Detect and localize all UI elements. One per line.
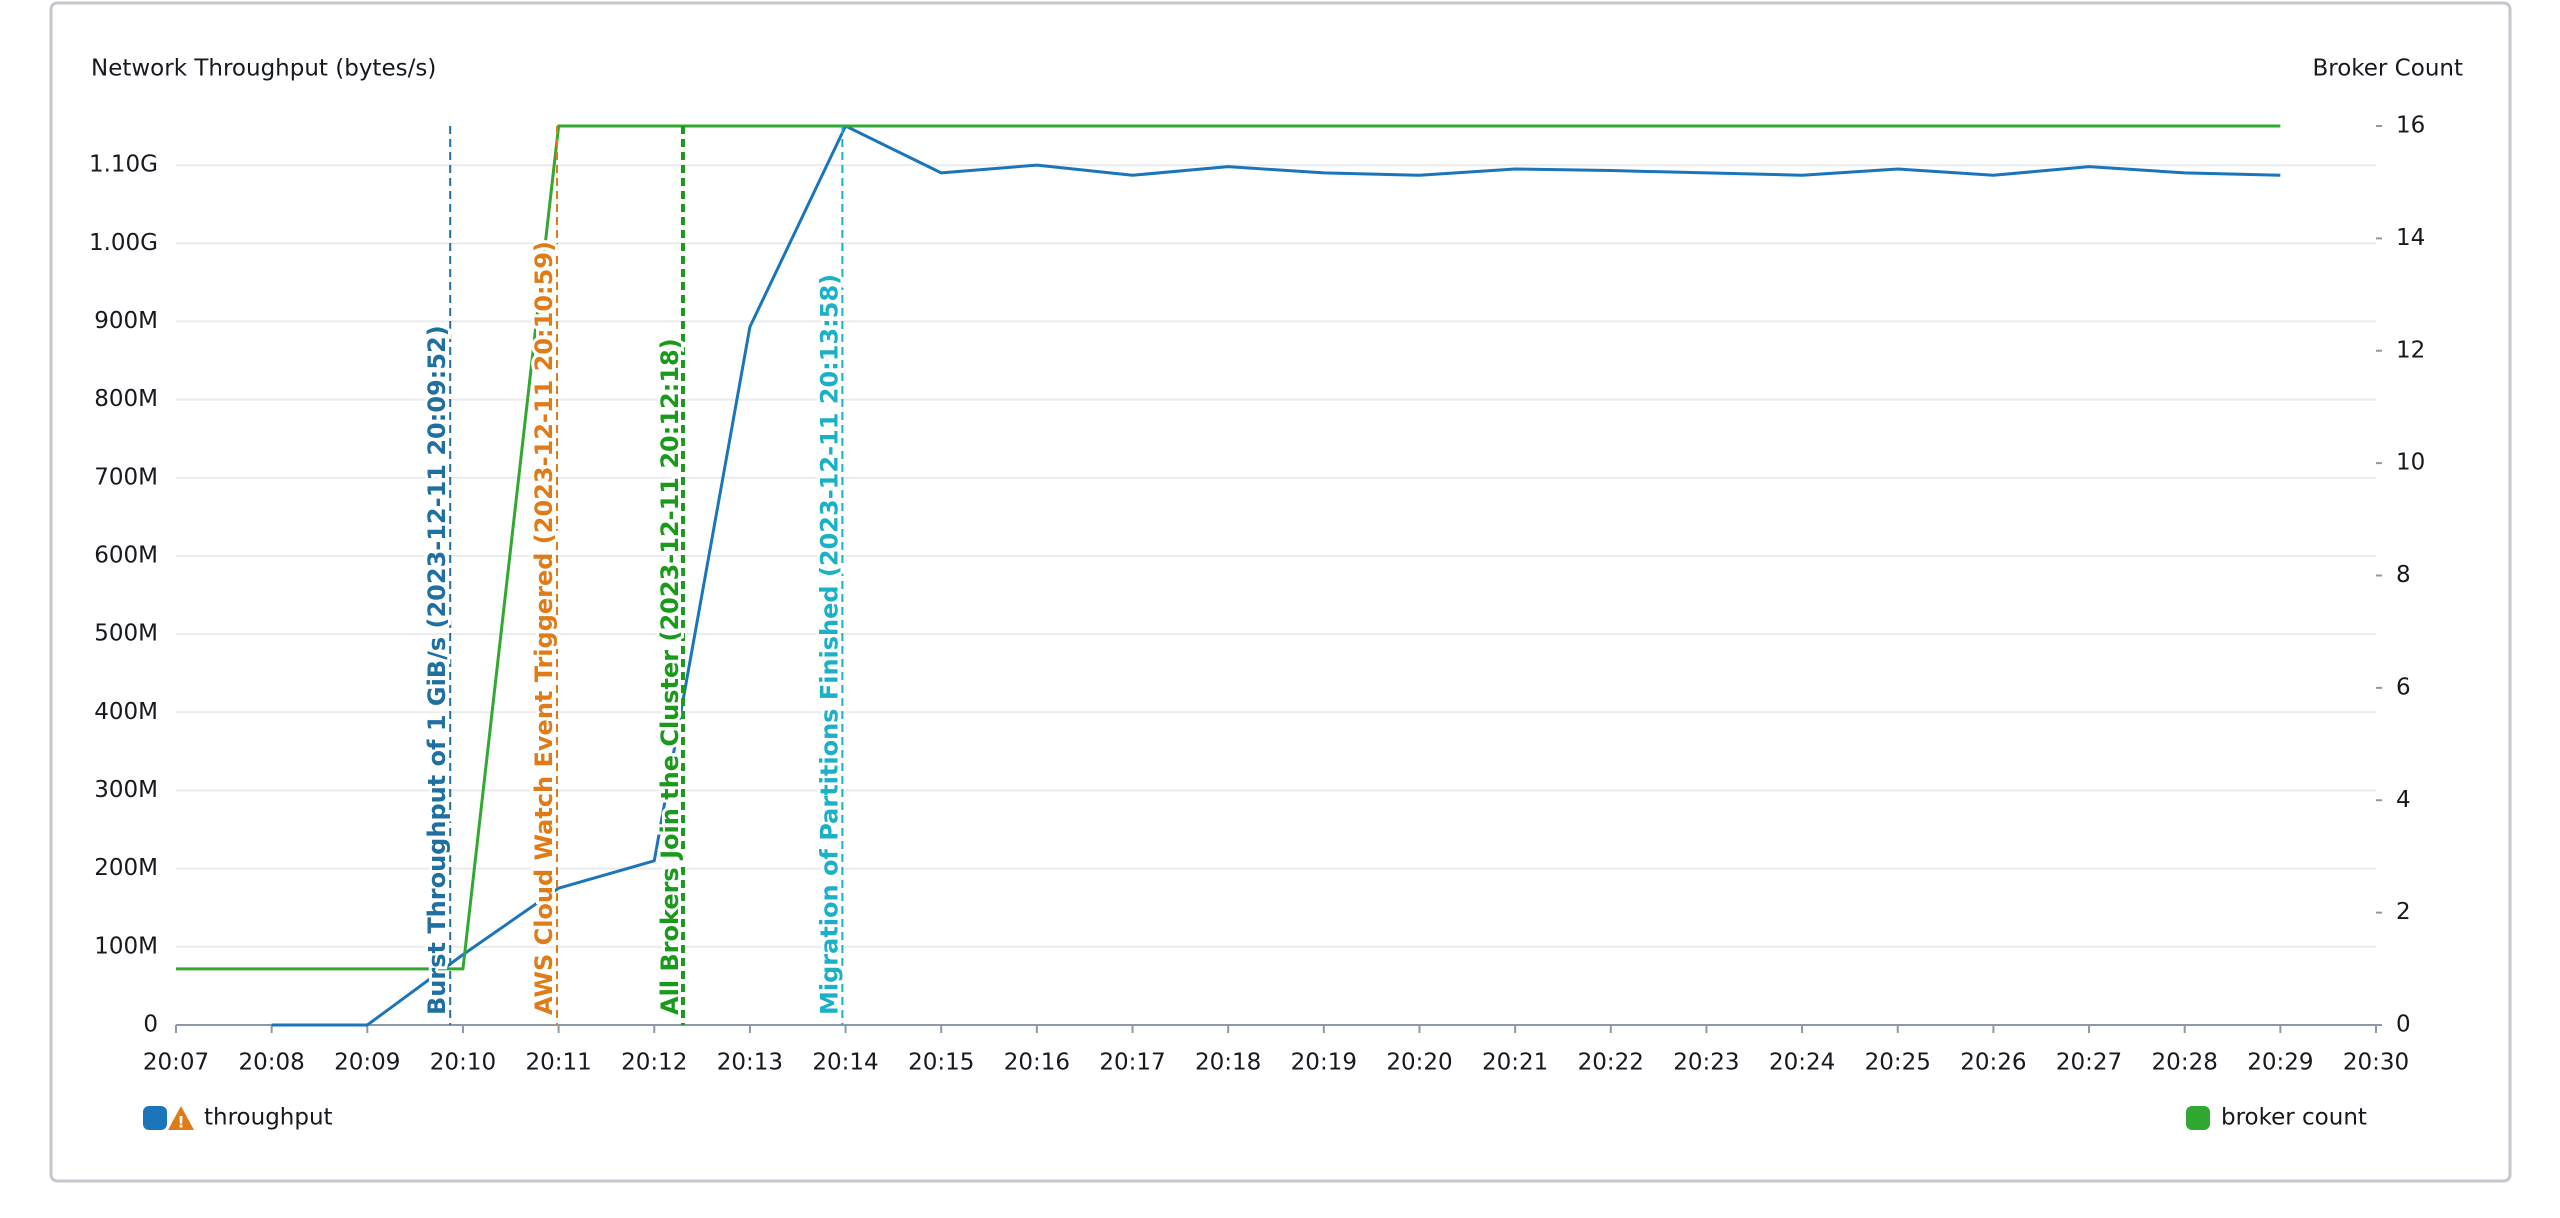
x-tick-label: 20:09 [334,1050,400,1076]
y-tick-label: 300M [94,777,158,803]
y-tick-label: 700M [94,464,158,490]
x-tick-label: 20:20 [1386,1050,1452,1076]
y-tick-label: 1.10G [89,152,158,178]
series-line [176,124,2281,971]
warning-icon-mark: ! [177,1113,184,1132]
y-axis-title: Network Throughput (bytes/s) [91,56,436,82]
y2-tick-label: 8 [2396,562,2411,588]
y2-tick-label: 16 [2396,113,2425,139]
x-tick-label: 20:28 [2152,1050,2218,1076]
y2-tick-label: 0 [2396,1012,2411,1038]
x-tick-label: 20:30 [2343,1050,2409,1076]
x-tick-label: 20:26 [1960,1050,2026,1076]
x-tick-label: 20:23 [1673,1050,1739,1076]
y2-tick-label: 14 [2396,225,2425,251]
y2-tick-label: 6 [2396,674,2411,700]
y-tick-label: 200M [94,855,158,881]
legend-label: broker count [2221,1105,2367,1131]
y-tick-label: 0 [143,1012,158,1038]
x-tick-label: 20:10 [430,1050,496,1076]
x-tick-label: 20:19 [1291,1050,1357,1076]
x-tick-label: 20:27 [2056,1050,2122,1076]
annotation-label: AWS Cloud Watch Event Triggered (2023-12… [530,241,558,1015]
legend-label: throughput [204,1105,333,1131]
y-tick-label: 600M [94,542,158,568]
y-tick-label: 100M [94,933,158,959]
x-tick-label: 20:18 [1195,1050,1261,1076]
annotation-label: Migration of Partitions Finished (2023-1… [815,274,843,1015]
x-tick-label: 20:21 [1482,1050,1548,1076]
x-tick-label: 20:07 [143,1050,209,1076]
y2-tick-label: 4 [2396,787,2411,813]
legend-broker-count[interactable]: broker count [2186,1105,2367,1131]
y2-tick-label: 2 [2396,899,2411,925]
legend-marker [2186,1106,2210,1130]
y-tick-label: 800M [94,386,158,412]
y-tick-label: 500M [94,621,158,647]
grid [176,164,2376,1026]
x-tick-label: 20:29 [2247,1050,2313,1076]
series-line [271,124,2281,1027]
warning-icon [168,1106,194,1130]
x-tick-label: 20:24 [1769,1050,1835,1076]
legend-throughput[interactable]: ! throughput [143,1105,333,1132]
panel-border [49,1,2512,1183]
x-tick-label: 20:11 [525,1050,591,1076]
y-tick-label: 400M [94,699,158,725]
x-tick-label: 20:16 [1004,1050,1070,1076]
x-tick-label: 20:15 [908,1050,974,1076]
legend-marker [143,1106,167,1130]
x-tick-label: 20:22 [1578,1050,1644,1076]
x-tick-label: 20:08 [239,1050,305,1076]
annotation-label: Burst Throughput of 1 GiB/s (2023-12-11 … [423,325,451,1015]
x-tick-label: 20:17 [1099,1050,1165,1076]
y2-tick-label: 12 [2396,337,2425,363]
x-tick-label: 20:12 [621,1050,687,1076]
x-tick-label: 20:14 [812,1050,878,1076]
y2-tick-label: 10 [2396,450,2425,476]
y-tick-label: 900M [94,308,158,334]
x-tick-label: 20:13 [717,1050,783,1076]
y-tick-label: 1.00G [89,230,158,256]
x-tick-label: 20:25 [1865,1050,1931,1076]
y2-axis-title: Broker Count [2312,56,2463,82]
annotation-label: All Brokers Join the Cluster (2023-12-11… [656,338,684,1015]
